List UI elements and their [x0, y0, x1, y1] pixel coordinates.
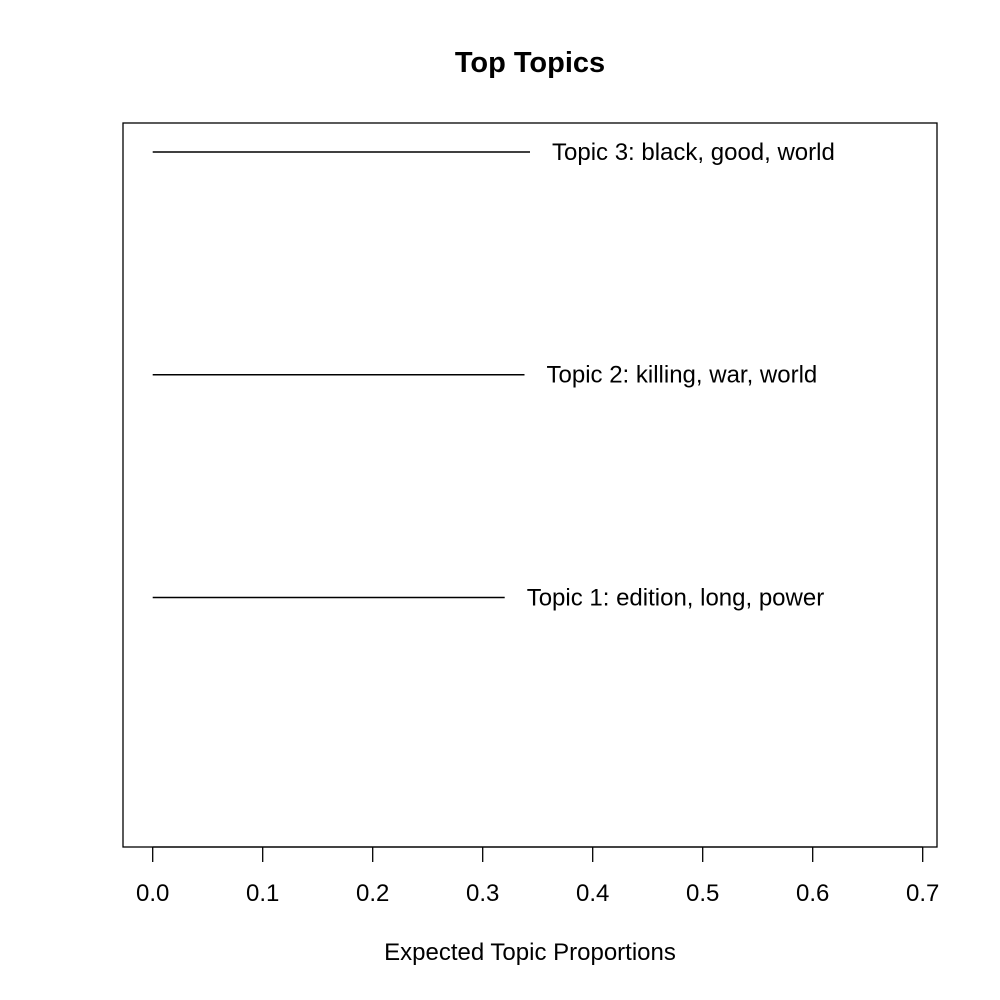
plot-frame: [122, 122, 938, 848]
x-tick-label: 0.1: [246, 880, 279, 907]
x-tick-label: 0.3: [466, 880, 499, 907]
bar-label: Topic 3: black, good, world: [552, 139, 835, 166]
x-tick-label: 0.7: [906, 880, 939, 907]
x-tick-label: 0.4: [576, 880, 609, 907]
x-tick-label: 0.0: [136, 880, 169, 907]
bar-series: Topic 1: edition, long, power Topic 2: ki…: [152, 139, 835, 611]
x-tick-label: 0.2: [356, 880, 389, 907]
x-axis-title: Expected Topic Proportions: [384, 939, 676, 966]
x-tick-label: 0.5: [686, 880, 719, 907]
chart-title: Top Topics: [455, 47, 605, 79]
bar-label: Topic 1: edition, long, power: [527, 584, 825, 611]
x-axis: 0.0 0.1 0.2 0.3 0.4 0.5 0.6 0.7: [136, 846, 939, 907]
x-tick-label: 0.6: [796, 880, 829, 907]
bar-label: Topic 2: killing, war, world: [547, 362, 818, 389]
